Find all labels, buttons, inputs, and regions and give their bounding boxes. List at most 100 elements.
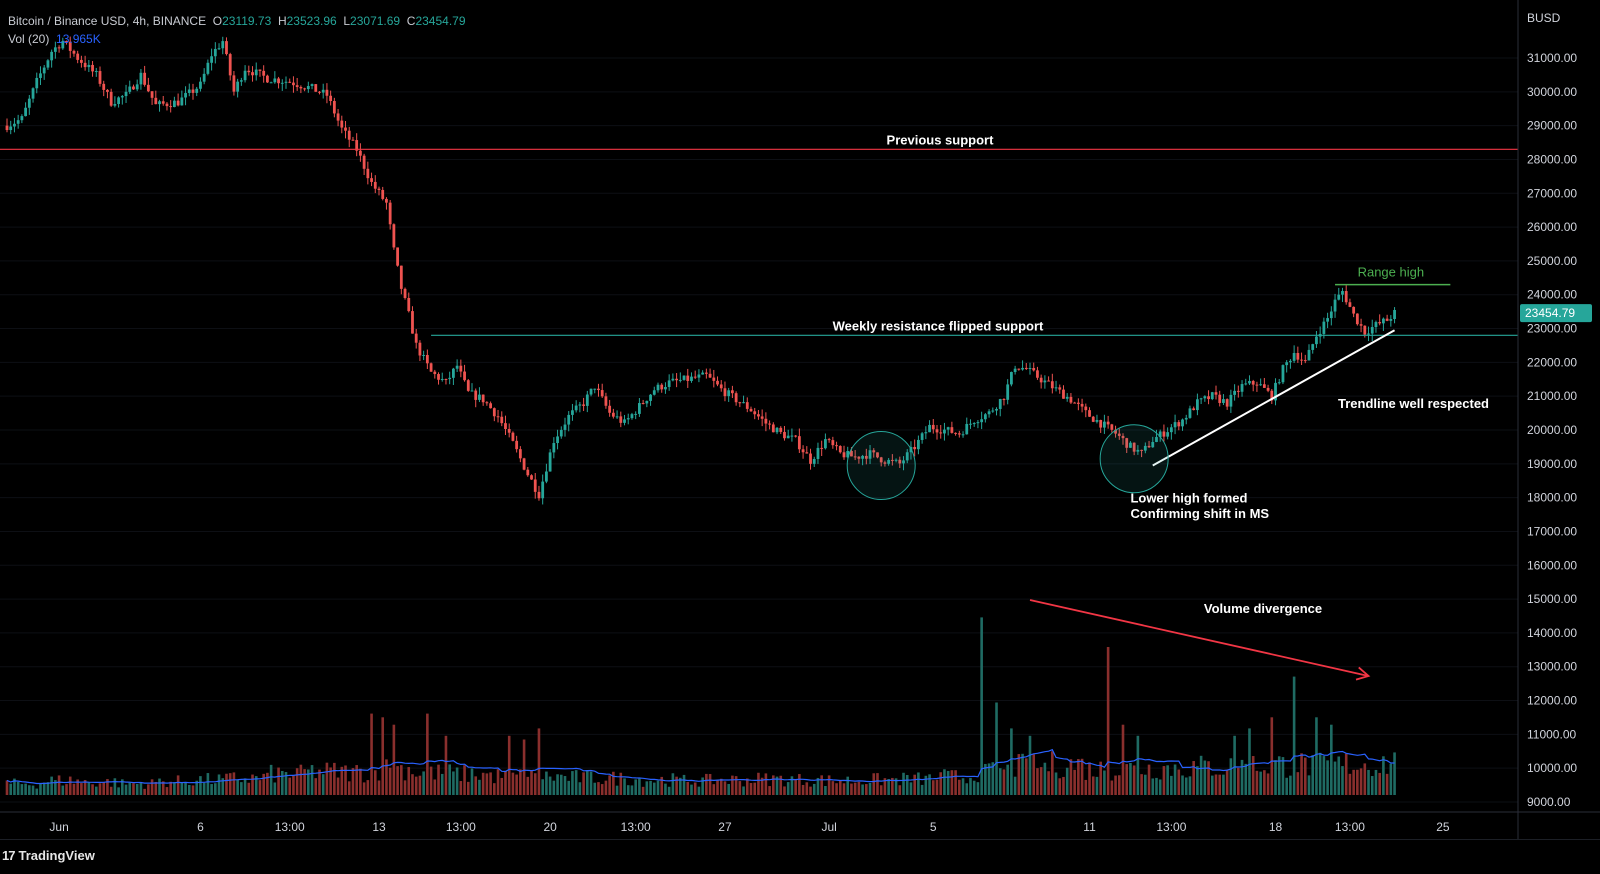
candle-body: [608, 405, 612, 413]
candle-body: [890, 459, 894, 461]
candle-body: [1244, 383, 1248, 385]
price-tick-label: 17000.00: [1527, 524, 1577, 538]
candle-body: [824, 439, 827, 449]
volume-bar: [1393, 752, 1396, 795]
volume-bar: [28, 785, 31, 795]
candle-body: [303, 88, 306, 90]
volume-bar: [649, 780, 652, 795]
volume-bar: [719, 778, 723, 795]
volume-bar: [749, 782, 753, 795]
volume-indicator-label[interactable]: Vol (20): [8, 32, 50, 46]
volume-bar: [1162, 766, 1166, 795]
price-axis[interactable]: BUSD 9000.00 10000.00 11000.00 12000.00 1300…: [1517, 0, 1592, 840]
volume-bar: [943, 769, 946, 795]
candle-body: [46, 60, 50, 68]
time-tick-label: 27: [718, 820, 732, 834]
highlight-circle-right[interactable]: [1099, 424, 1169, 494]
price-tick-label: 25000.00: [1527, 254, 1577, 268]
candle-body: [5, 125, 9, 131]
candle-body: [530, 475, 533, 480]
volume-bar: [1084, 779, 1088, 795]
volume-bar: [355, 765, 358, 795]
candle-body: [749, 408, 753, 412]
candle-body: [1013, 368, 1017, 373]
candle-body: [425, 354, 429, 364]
candle-body: [258, 69, 262, 71]
volume-bar: [958, 779, 961, 795]
volume-bar: [1196, 766, 1199, 795]
candle-body: [1017, 368, 1021, 370]
trendline[interactable]: [1152, 329, 1396, 467]
price-chart[interactable]: Previous support Weekly resistance flipp…: [0, 0, 1600, 840]
volume-bar: [466, 781, 470, 795]
volume-bar: [783, 786, 786, 795]
volume-bar: [329, 767, 332, 795]
candle-body: [1028, 367, 1032, 369]
highlight-circle-left[interactable]: [846, 431, 916, 501]
volume-bar: [1077, 759, 1080, 795]
candle-body: [1344, 291, 1348, 303]
candle-body: [27, 98, 31, 108]
candle-body: [541, 481, 545, 499]
volume-bar: [277, 767, 280, 795]
volume-bar: [1088, 762, 1091, 795]
candle-body: [1311, 344, 1315, 350]
volume-bar: [80, 783, 83, 795]
volume-bar: [187, 784, 191, 795]
volume-bar: [1099, 761, 1102, 795]
candle-body: [392, 224, 396, 248]
candle-body: [492, 408, 496, 417]
candle-body: [556, 436, 559, 444]
candle-body: [39, 73, 42, 78]
candle-body: [623, 419, 626, 423]
volume-bar: [202, 782, 206, 795]
volume-bar: [753, 782, 757, 795]
volume-bar: [872, 773, 876, 795]
volume-bar: [1091, 776, 1095, 795]
candle-body: [552, 443, 556, 453]
volume-bar: [1285, 777, 1288, 795]
symbol-label[interactable]: Bitcoin / Binance USD, 4h, BINANCE: [8, 14, 207, 28]
tradingview-brand[interactable]: 17 TradingView: [2, 848, 95, 863]
candle-body: [574, 405, 578, 411]
candle-body: [853, 456, 857, 458]
close-label: C: [406, 14, 416, 28]
volume-divergence-arrow[interactable]: [1029, 599, 1369, 677]
candle-body: [150, 91, 154, 98]
time-tick-labels: Jun 6 13:00 13 13:00 20 13:00 27 Jul 5 11 13:00 18 13…: [49, 820, 1450, 834]
volume-bar: [206, 773, 210, 795]
candle-body: [1188, 408, 1192, 418]
volume-bar: [437, 764, 440, 795]
candle-body: [50, 51, 54, 61]
volume-bar: [325, 762, 329, 795]
candle-body: [1010, 372, 1013, 385]
candle-body: [589, 388, 593, 395]
volume-bar: [969, 778, 972, 795]
candle-body: [332, 101, 336, 114]
candle-body: [1103, 421, 1106, 428]
volume-bar: [578, 782, 582, 795]
candle-body: [545, 471, 548, 482]
candle-body: [1039, 377, 1043, 383]
volume-bar: [742, 786, 745, 795]
volume-bar: [440, 773, 444, 795]
volume-bar: [135, 783, 139, 795]
price-tick-label: 29000.00: [1527, 119, 1577, 133]
candle-body: [1363, 325, 1367, 335]
candle-body: [1114, 429, 1117, 434]
volume-bar: [1080, 758, 1084, 795]
candle-body: [1352, 306, 1356, 314]
candle-body: [597, 388, 600, 391]
candle-body: [217, 48, 221, 50]
volume-bar: [727, 783, 730, 795]
time-axis[interactable]: Jun 6 13:00 13 13:00 20 13:00 27 Jul 5 11 13:00 18 13…: [0, 811, 1600, 834]
volume-bar: [414, 776, 418, 795]
volume-bar: [1277, 756, 1281, 795]
candle-body: [954, 432, 957, 434]
candle-body: [474, 390, 478, 400]
volume-bar: [359, 768, 362, 795]
volume-bar: [775, 776, 779, 795]
volume-bar: [403, 780, 407, 795]
volume-bar: [1292, 676, 1296, 795]
volume-bar: [154, 781, 158, 795]
